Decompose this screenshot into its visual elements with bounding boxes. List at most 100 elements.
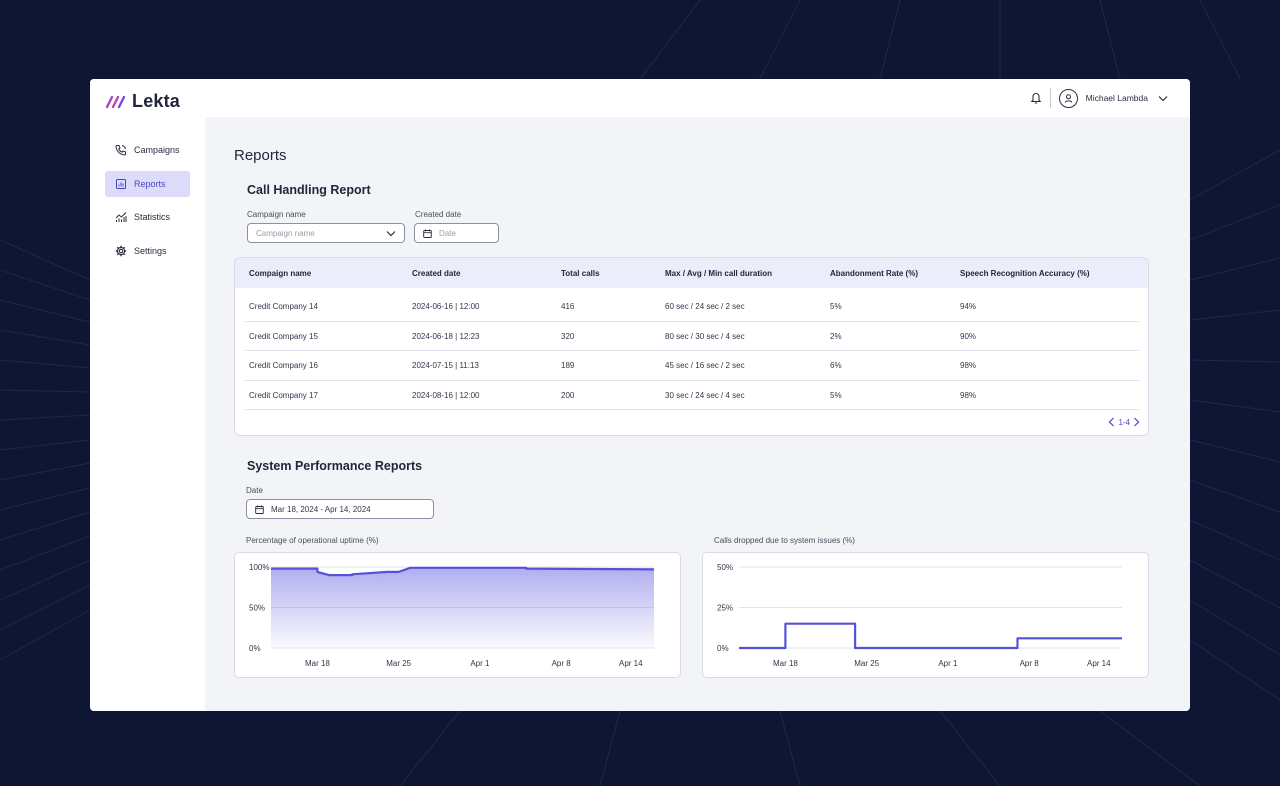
x-tick-label: Mar 25 — [386, 659, 411, 668]
user-name[interactable]: Michael Lambda — [1085, 93, 1148, 103]
table-row[interactable]: Credit Company 15 2024-06-18 | 12:23 320… — [245, 322, 1139, 351]
table-cell: 45 sec / 16 sec / 2 sec — [665, 361, 745, 370]
app-window: Michael Lambda Lekta Campaigns Reports — [90, 79, 1190, 711]
y-tick-label: 50% — [249, 604, 265, 613]
sidebar-item-statistics[interactable]: Statistics — [105, 204, 190, 230]
sidebar-item-settings[interactable]: Settings — [105, 238, 190, 264]
uptime-chart: 100% 50% 0% Mar 18 Mar 25 Apr 1 Apr 8 Apr 14 — [234, 552, 681, 678]
table-cell: 189 — [561, 361, 575, 370]
logo[interactable]: Lekta — [106, 91, 180, 112]
table-cell: 2024-07-15 | 11:13 — [412, 361, 479, 370]
table-row[interactable]: Credit Company 16 2024-07-15 | 11:13 189… — [245, 351, 1139, 381]
table-row[interactable]: Credit Company 17 2024-08-16 | 12:00 200… — [245, 381, 1139, 410]
sidebar-item-label: Campaigns — [134, 145, 180, 155]
performance-date-label: Date — [246, 486, 263, 495]
table-cell: 200 — [561, 390, 575, 400]
sidebar-item-reports[interactable]: Reports — [105, 170, 190, 197]
sidebar-item-label: Settings — [134, 245, 167, 256]
x-tick-label: Apr 8 — [1020, 659, 1040, 668]
sidebar-item-label: Statistics — [134, 212, 171, 222]
column-header[interactable]: Created date — [412, 269, 461, 278]
main-content: Reports Call Handling Report Campaign na… — [205, 117, 1190, 711]
call-report-table: Compaign name Created date Total calls M… — [234, 257, 1149, 436]
table-cell: 98% — [960, 390, 977, 400]
table-cell: 5% — [830, 302, 842, 311]
series-area — [271, 567, 654, 648]
series-line — [271, 566, 655, 577]
chevron-left-icon[interactable] — [1108, 417, 1115, 427]
uptime-chart-title: Percentage of operational uptime (%) — [246, 536, 379, 545]
series-line — [739, 622, 1122, 650]
calendar-icon — [255, 504, 264, 514]
y-tick-label: 25% — [717, 604, 733, 613]
column-header[interactable]: Max / Avg / Min call duration — [665, 269, 772, 278]
campaign-select[interactable]: Campaign name — [247, 223, 405, 243]
sidebar-item-label: Reports — [134, 178, 166, 189]
table-cell: 90% — [960, 331, 977, 341]
campaign-select-placeholder: Campaign name — [256, 228, 315, 238]
table-cell: 2024-08-16 | 12:00 — [412, 390, 480, 400]
column-header[interactable]: Compaign name — [249, 269, 312, 278]
page-title: Reports — [234, 147, 287, 164]
x-tick-label: Mar 25 — [854, 659, 879, 668]
date-filter-label: Created date — [415, 210, 462, 219]
dropped-calls-chart-svg: 50% 25% 0% Mar 18 Mar 25 Apr 1 Apr 8 Apr 14 — [717, 563, 1122, 668]
sidebar-item-campaigns[interactable]: Campaigns — [105, 137, 190, 163]
sidebar: Lekta Campaigns Reports Statistics Setti… — [90, 79, 205, 711]
table-cell: 5% — [830, 390, 842, 400]
column-header[interactable]: Total calls — [561, 269, 600, 278]
chevron-right-icon[interactable] — [1133, 417, 1140, 427]
x-tick-label: Apr 14 — [619, 659, 643, 668]
y-tick-label: 100% — [249, 563, 269, 572]
x-tick-label: Mar 18 — [305, 659, 330, 668]
pagination: 1-4 — [1108, 417, 1140, 427]
table-cell: Credit Company 14 — [249, 302, 318, 311]
y-tick-label: 0% — [249, 644, 261, 653]
performance-date-range-input[interactable]: Mar 18, 2024 - Apr 14, 2024 — [246, 499, 434, 519]
chevron-down-icon[interactable] — [1158, 95, 1168, 102]
user-icon — [1064, 93, 1072, 103]
table-cell: 98% — [960, 361, 977, 370]
date-range-value: Mar 18, 2024 - Apr 14, 2024 — [271, 504, 371, 514]
x-tick-label: Apr 1 — [938, 659, 958, 668]
table-cell: 2% — [830, 331, 842, 341]
x-tick-label: Apr 14 — [1087, 659, 1111, 668]
table-cell: 30 sec / 24 sec / 4 sec — [665, 390, 745, 400]
date-filter-placeholder: Date — [439, 228, 456, 238]
campaign-filter-label: Campaign name — [247, 210, 306, 219]
table-cell: Credit Company 15 — [249, 331, 318, 341]
call-report-title: Call Handling Report — [247, 183, 371, 197]
statistics-icon — [115, 212, 127, 222]
dropped-calls-chart: 50% 25% 0% Mar 18 Mar 25 Apr 1 Apr 8 Apr 14 — [702, 552, 1149, 678]
gear-icon — [115, 245, 127, 256]
lekta-logo-icon — [106, 95, 126, 108]
report-icon — [116, 178, 126, 189]
header-divider — [1049, 88, 1051, 108]
bell-icon[interactable] — [1030, 92, 1042, 105]
chevron-down-icon — [386, 230, 396, 237]
pagination-range: 1-4 — [1118, 417, 1130, 427]
sidebar-nav: Campaigns Reports Statistics Settings — [105, 137, 190, 271]
y-tick-label: 0% — [717, 644, 729, 653]
top-bar: Michael Lambda — [90, 79, 1190, 117]
calendar-icon — [423, 228, 432, 238]
table-cell: 416 — [561, 302, 575, 311]
table-row[interactable]: Credit Company 14 2024-06-16 | 12:00 416… — [245, 292, 1139, 322]
app-name: Lekta — [132, 91, 181, 111]
dropped-calls-chart-title: Calls dropped due to system issues (%) — [714, 536, 855, 545]
x-tick-label: Apr 1 — [470, 659, 490, 668]
avatar[interactable] — [1058, 88, 1078, 108]
column-header[interactable]: Speech Recognition Accuracy (%) — [960, 269, 1090, 278]
uptime-chart-svg: 100% 50% 0% Mar 18 Mar 25 Apr 1 Apr 8 Apr 14 — [249, 563, 655, 668]
table-cell: Credit Company 17 — [249, 390, 318, 400]
table-header: Compaign name Created date Total calls M… — [235, 258, 1148, 288]
table-cell: 6% — [830, 361, 842, 370]
table-cell: 2024-06-18 | 12:23 — [412, 331, 480, 341]
column-header[interactable]: Abandonment Rate (%) — [830, 269, 918, 278]
performance-title: System Performance Reports — [247, 459, 423, 473]
date-filter-input[interactable]: Date — [414, 223, 499, 243]
x-tick-label: Apr 8 — [552, 659, 572, 668]
table-cell: Credit Company 16 — [249, 361, 318, 370]
x-tick-label: Mar 18 — [773, 659, 798, 668]
